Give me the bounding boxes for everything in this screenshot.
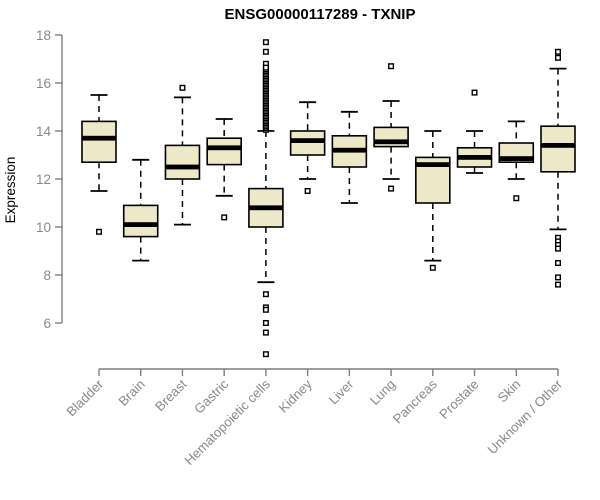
median-line: [499, 156, 534, 161]
y-axis-title: Expression: [3, 157, 18, 224]
box-group: [456, 89, 493, 174]
median-line: [332, 147, 367, 153]
outlier-point: [388, 185, 395, 192]
y-tick-label: 14: [36, 124, 52, 139]
box-group: [206, 118, 242, 221]
outlier-point: [471, 89, 478, 96]
y-tick-label: 12: [36, 172, 51, 187]
box-group: [498, 120, 535, 202]
outlier-point: [513, 195, 520, 202]
x-tick-label: Bladder: [63, 376, 106, 419]
x-tick-label: Unknown / Other: [485, 376, 566, 457]
iqr-box: [540, 125, 576, 173]
box-group: [81, 94, 117, 235]
outlier-point: [555, 260, 562, 267]
y-tick-label: 10: [36, 220, 51, 235]
median-line: [457, 155, 492, 160]
outlier-point: [555, 48, 562, 55]
outlier-point: [262, 64, 269, 71]
y-tick-label: 18: [36, 28, 51, 43]
x-tick-label: Brain: [115, 377, 147, 409]
median-line: [415, 162, 450, 167]
outlier-point: [179, 84, 186, 91]
y-tick-label: 16: [36, 76, 51, 91]
iqr-box: [206, 137, 242, 166]
y-axis: 18 16 14 12 10 8 6: [36, 28, 63, 331]
outlier-point: [304, 187, 311, 194]
outlier-point: [95, 228, 102, 235]
outlier-point: [555, 281, 562, 288]
outlier-point: [262, 351, 269, 358]
outlier-point: [262, 48, 269, 55]
outlier-point: [388, 63, 395, 70]
median-line: [123, 222, 158, 227]
x-tick-label: Liver: [326, 376, 357, 407]
outlier-point: [262, 291, 269, 298]
median-line: [290, 138, 325, 143]
outlier-point: [262, 320, 269, 327]
outlier-point: [262, 39, 269, 46]
outlier-point: [555, 245, 562, 252]
median-line: [207, 145, 242, 151]
box-group: [289, 101, 326, 194]
outlier-point: [555, 274, 562, 281]
y-tick-label: 6: [43, 316, 51, 331]
outlier-point: [262, 329, 269, 336]
box-layer: [81, 39, 576, 358]
chart-title: ENSG00000117289 - TXNIP: [225, 6, 416, 23]
iqr-box: [81, 120, 117, 164]
x-tick-label: Skin: [495, 377, 524, 406]
x-tick-label: Pancreas: [390, 376, 440, 426]
median-line: [248, 205, 283, 211]
outlier-point: [221, 214, 228, 221]
x-tick-label: Lung: [367, 377, 398, 408]
outlier-point: [429, 264, 436, 271]
box-group: [164, 84, 201, 226]
median-line: [541, 143, 575, 148]
outlier-point: [262, 306, 269, 313]
box-group: [248, 39, 284, 358]
box-group: [373, 63, 409, 192]
box-group: [540, 48, 576, 288]
x-tick-label: Gastric: [191, 376, 231, 416]
y-tick-label: 8: [43, 268, 51, 283]
outlier-point: [555, 54, 562, 61]
iqr-box: [164, 144, 201, 180]
box-group: [331, 110, 368, 204]
median-line: [82, 135, 116, 141]
median-line: [374, 139, 409, 145]
box-group: [122, 158, 159, 262]
x-tick-label: Prostate: [436, 377, 481, 422]
median-line: [165, 164, 200, 170]
x-tick-label: Breast: [152, 376, 190, 414]
iqr-box: [122, 204, 159, 238]
x-tick-label: Kidney: [276, 376, 315, 415]
box-group: [415, 130, 451, 271]
